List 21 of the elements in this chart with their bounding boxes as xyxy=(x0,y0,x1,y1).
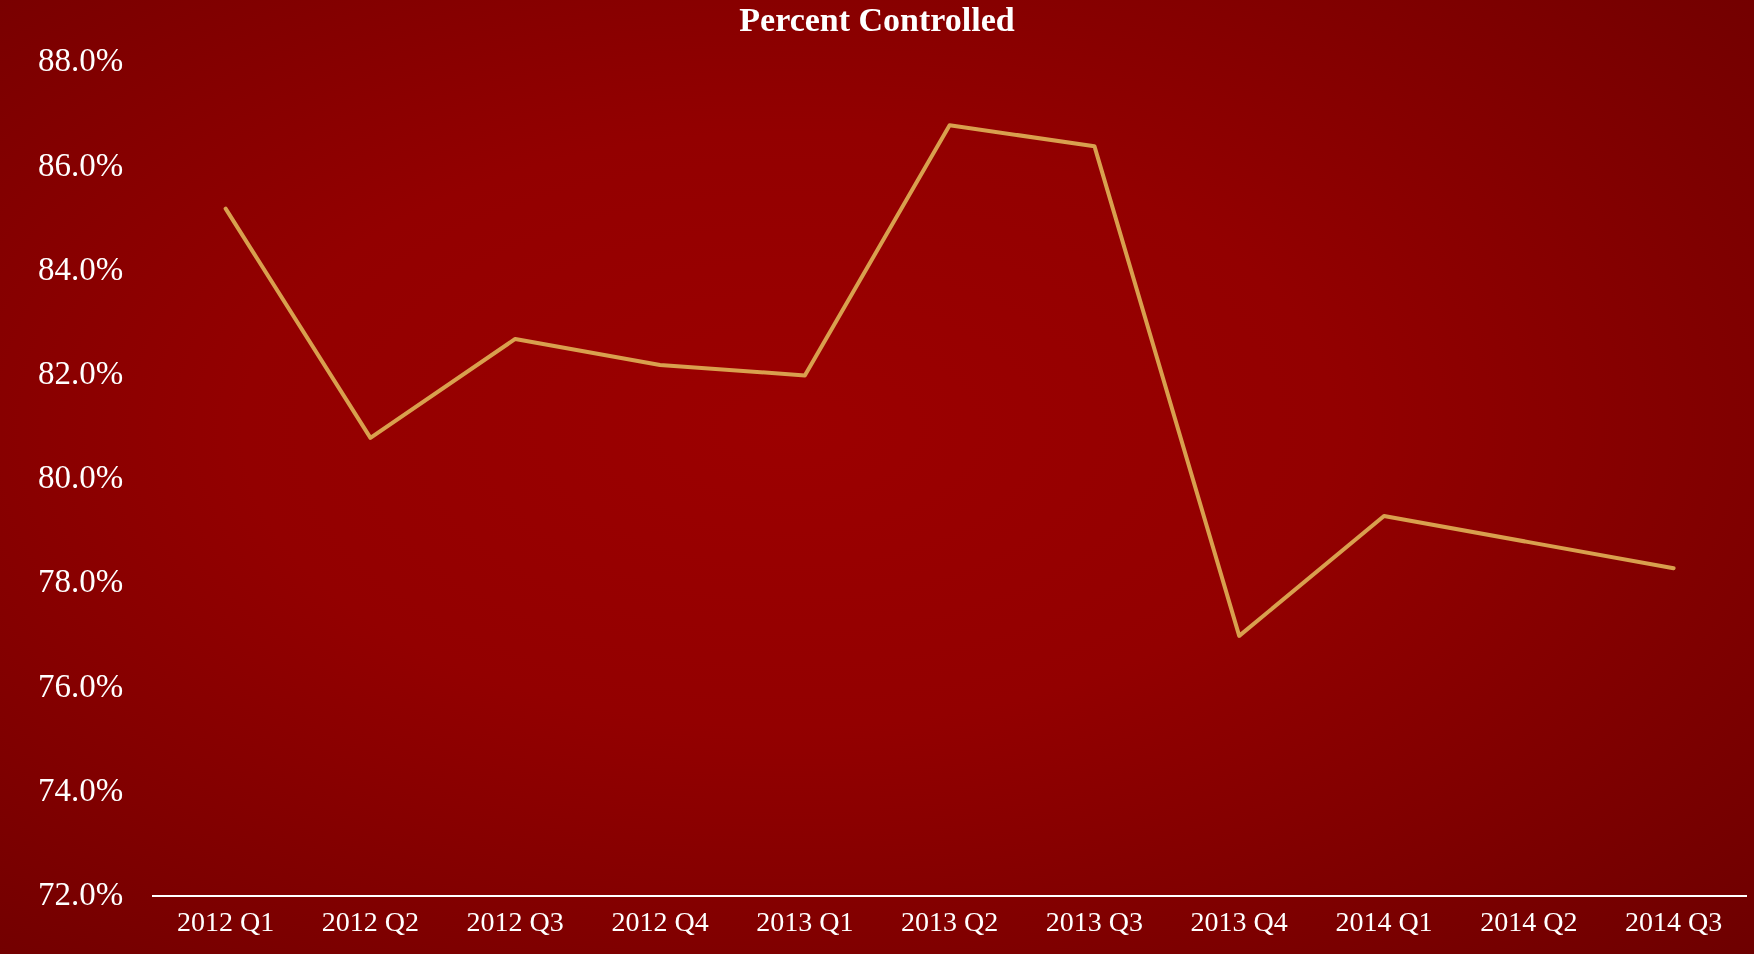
x-tick-label: 2013 Q1 xyxy=(756,905,854,937)
x-tick-label: 2013 Q4 xyxy=(1190,905,1288,937)
x-tick-label: 2014 Q1 xyxy=(1335,905,1433,937)
y-tick-label: 84.0% xyxy=(37,250,124,287)
y-tick-label: 76.0% xyxy=(37,667,124,704)
x-tick-label: 2014 Q2 xyxy=(1480,905,1578,937)
y-tick-label: 86.0% xyxy=(37,146,124,183)
x-tick-label: 2013 Q3 xyxy=(1045,905,1144,937)
x-tick-label: 2012 Q2 xyxy=(321,905,420,937)
x-tick-label: 2012 Q1 xyxy=(177,905,275,937)
x-tick-label: 2013 Q2 xyxy=(901,905,999,937)
y-tick-label: 72.0% xyxy=(37,876,124,913)
y-tick-label: 82.0% xyxy=(37,355,124,392)
y-tick-label: 80.0% xyxy=(37,459,124,496)
y-tick-label: 78.0% xyxy=(37,563,124,600)
x-tick-label: 2012 Q3 xyxy=(466,905,564,937)
y-tick-label: 88.0% xyxy=(37,42,124,79)
x-tick-label: 2014 Q3 xyxy=(1624,905,1723,937)
x-tick-label: 2012 Q4 xyxy=(611,905,709,937)
chart-title: Percent Controlled xyxy=(739,1,1015,39)
y-tick-label: 74.0% xyxy=(37,771,124,808)
